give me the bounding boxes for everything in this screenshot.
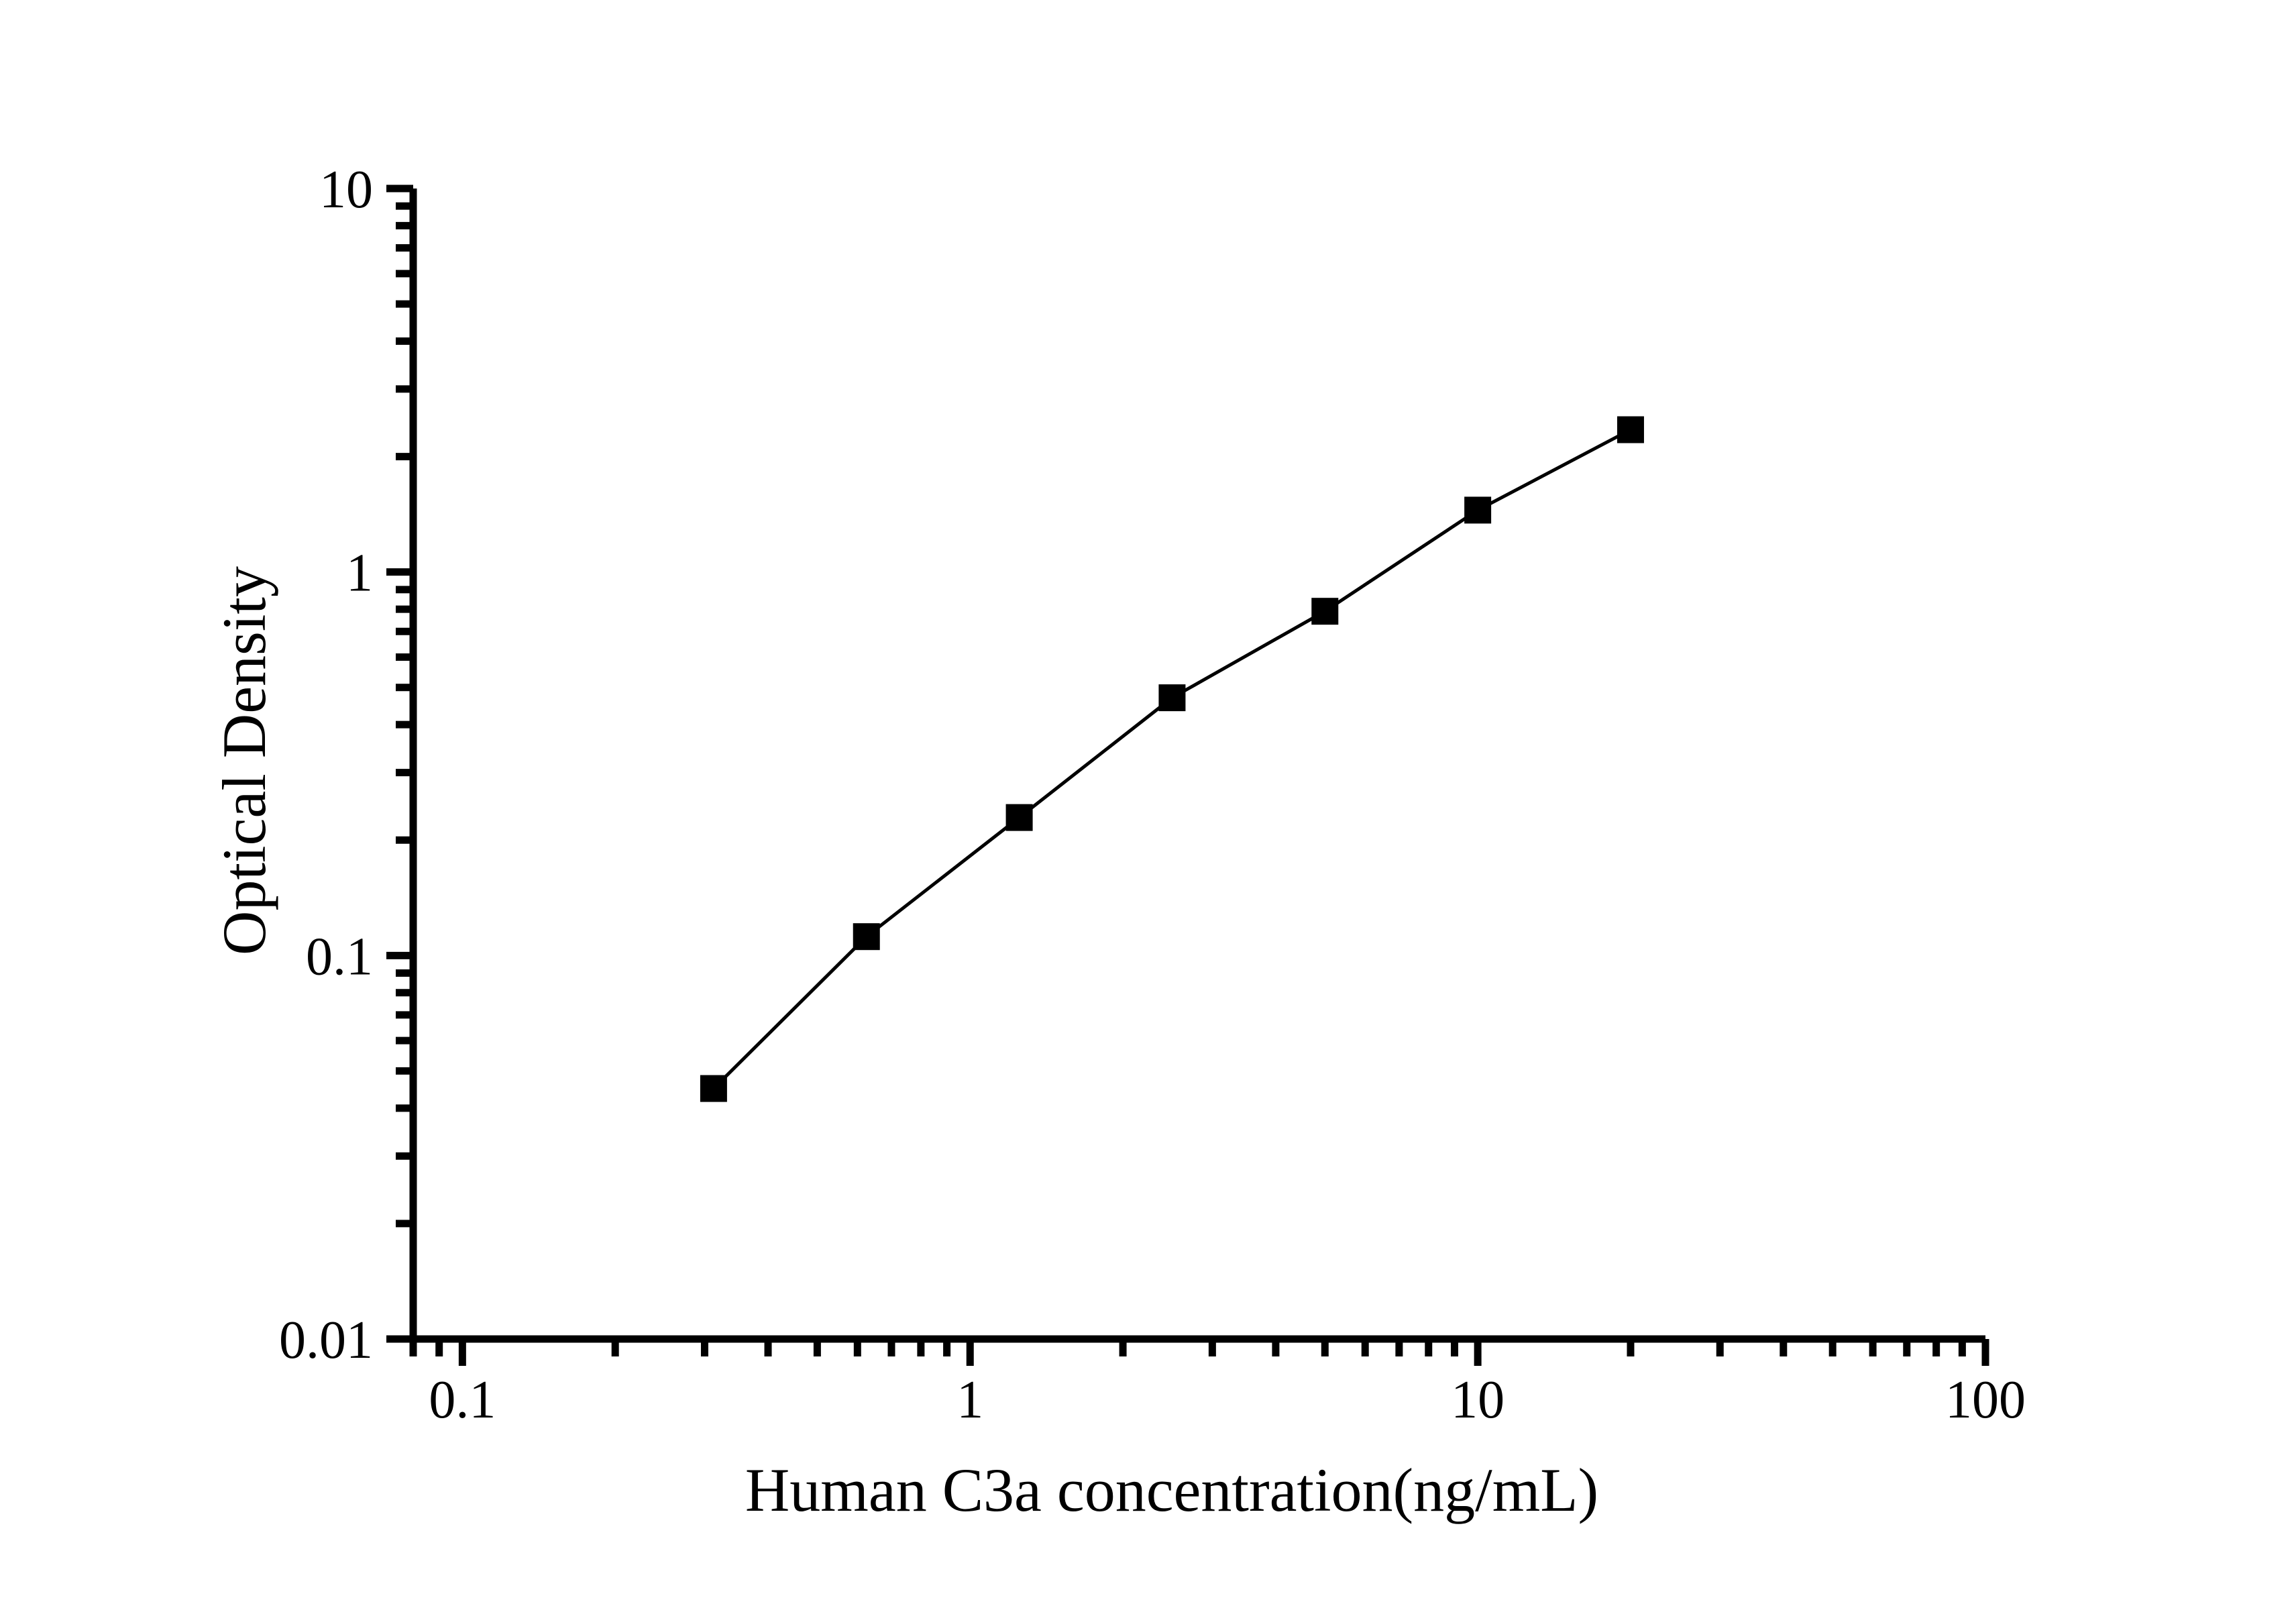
x-tick-label: 10 [1451, 1371, 1505, 1430]
y-tick-label: 10 [319, 160, 373, 219]
y-axis-title: Optical Density [210, 566, 278, 955]
y-axis: 10 1 0.1 0.01 [279, 160, 417, 1370]
x-tick-label: 0.1 [429, 1371, 496, 1430]
x-axis-title: Human C3a concentration(ng/mL) [745, 1456, 1598, 1524]
data-point-marker [1158, 684, 1186, 712]
series-line [712, 428, 1632, 1090]
x-tick-label: 100 [1945, 1371, 2026, 1430]
y-tick-label: 0.1 [306, 927, 373, 986]
series-standard-curve [700, 416, 1644, 1102]
data-point-marker [1311, 598, 1339, 625]
data-point-marker [853, 923, 880, 951]
data-point-marker [1005, 804, 1033, 831]
data-point-marker [1464, 496, 1492, 524]
y-tick-label: 1 [346, 544, 373, 603]
x-axis: 0.1 1 10 100 [409, 1335, 2026, 1430]
x-tick-label: 1 [956, 1371, 983, 1430]
y-tick-label: 0.01 [279, 1311, 373, 1370]
data-point-marker [1617, 416, 1644, 443]
data-point-marker [700, 1075, 727, 1102]
